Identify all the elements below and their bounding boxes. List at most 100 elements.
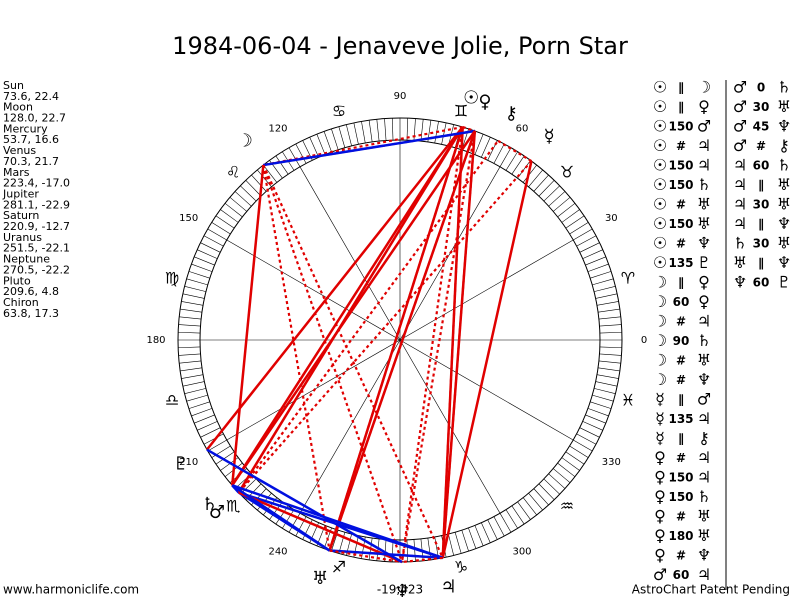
aspect-type: 60 [753, 159, 770, 173]
aspect-type: 150 [668, 159, 693, 173]
aspect-type: # [676, 510, 686, 524]
ring-tick [413, 539, 416, 562]
aspect-planet: ♀ [654, 526, 666, 545]
aspect-planet: ♃ [697, 136, 711, 155]
aspect-line [262, 164, 331, 551]
ring-tick [557, 462, 576, 477]
degree-label: 30 [605, 213, 618, 224]
ring-tick [288, 147, 301, 167]
ring-tick [191, 408, 213, 417]
aspect-planet: ♅ [697, 351, 711, 370]
ring-tick [573, 439, 593, 452]
ring-tick [220, 209, 239, 223]
aspect-line [237, 160, 533, 494]
aspect-planet: ☿ [655, 409, 665, 428]
aspect-planet: ♆ [777, 253, 791, 272]
planet-coords: 128.0, 22.7 [3, 112, 66, 125]
aspect-planet: ♆ [777, 214, 791, 233]
ring-tick [338, 532, 346, 554]
ring-tick [517, 501, 531, 520]
aspect-type: 30 [753, 100, 770, 114]
aspect-planet: ♂ [733, 97, 747, 116]
aspect-line [230, 164, 265, 486]
aspect-planet: ☉ [653, 253, 667, 272]
planet-coords: 220.9, -12.7 [3, 220, 70, 233]
planet-glyph: ☽ [237, 130, 253, 151]
ring-tick [593, 388, 616, 394]
ring-tick [553, 468, 571, 483]
sign-glyph: ♒ [560, 496, 574, 515]
aspect-type: 180 [668, 529, 693, 543]
ring-tick [511, 505, 525, 525]
degree-label: 0 [641, 335, 647, 346]
ring-tick [178, 346, 201, 349]
ring-tick [599, 346, 622, 349]
aspect-planet: ♆ [697, 370, 711, 389]
aspect-type: # [676, 198, 686, 212]
aspect-type: 150 [668, 490, 693, 504]
ring-tick [599, 353, 622, 356]
ring-tick [211, 222, 231, 235]
ring-tick [533, 174, 549, 192]
aspect-planet: ♅ [733, 253, 747, 272]
planet-name: Mercury [3, 122, 48, 135]
ring-tick [203, 235, 224, 247]
aspect-planet: ♅ [697, 214, 711, 233]
aspect-planet: ♅ [697, 195, 711, 214]
ring-tick [481, 137, 491, 158]
ring-tick [573, 228, 593, 241]
ring-tick [188, 401, 210, 409]
aspect-line [206, 448, 403, 564]
ring-tick [522, 164, 537, 183]
ring-tick [282, 509, 295, 529]
sign-glyph: ♉ [560, 163, 574, 182]
aspect-type: # [676, 373, 686, 387]
ring-tick [565, 215, 585, 229]
ring-tick [295, 143, 307, 164]
aspect-type: 135 [668, 256, 693, 270]
ring-tick [181, 301, 204, 306]
ring-tick [441, 122, 447, 145]
aspect-planet: ♆ [733, 273, 747, 292]
ring-tick [215, 215, 235, 229]
planet-glyph: ♅ [312, 568, 328, 589]
planet-coords: 70.3, 21.7 [3, 155, 59, 168]
aspect-type: 60 [753, 276, 770, 290]
aspect-planet: ♃ [697, 468, 711, 487]
ring-tick [576, 235, 597, 247]
ring-tick [543, 478, 560, 495]
ring-tick [592, 278, 614, 286]
ring-tick [561, 457, 580, 471]
ring-tick [596, 301, 619, 306]
ring-tick [548, 191, 566, 207]
planet-name: Chiron [3, 296, 39, 309]
ring-tick [275, 155, 289, 175]
aspect-planet: ♄ [697, 331, 711, 350]
planet-coords: 63.8, 17.3 [3, 307, 59, 320]
ring-tick [587, 263, 609, 272]
aspect-type: # [676, 549, 686, 563]
aspect-type: # [676, 354, 686, 368]
ring-tick [200, 427, 221, 438]
aspect-planet: ♀ [654, 507, 666, 526]
aspect-type: # [676, 451, 686, 465]
aspect-line [441, 160, 533, 559]
planet-name: Saturn [3, 209, 39, 222]
aspect-planet: ♃ [697, 312, 711, 331]
aspect-planet: ☽ [653, 292, 667, 311]
planet-coords: 73.6, 22.4 [3, 90, 59, 103]
aspect-line [205, 126, 464, 451]
ring-tick [590, 401, 612, 409]
planet-name: Venus [3, 144, 36, 157]
aspect-planet: ♅ [697, 526, 711, 545]
planet-coords: 251.5, -22.1 [3, 242, 70, 255]
ring-tick [454, 532, 462, 554]
aspect-planet: ♂ [733, 117, 747, 136]
spoke [399, 166, 501, 341]
aspect-type: ∥ [758, 256, 764, 270]
ring-tick [178, 353, 201, 356]
ring-tick [553, 197, 571, 212]
ring-tick [200, 242, 221, 253]
sign-glyph: ♐ [332, 557, 346, 576]
aspect-line [263, 129, 476, 167]
